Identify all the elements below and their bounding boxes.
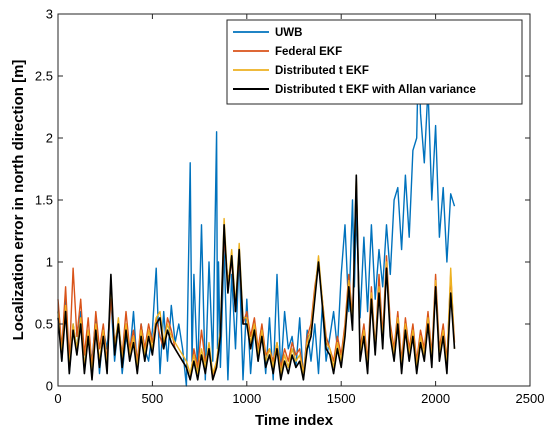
legend-entry-label: Federal EKF [275,46,342,58]
legend-box [226,19,523,105]
x-tick-label: 1500 [327,391,356,406]
x-tick-label: 500 [142,391,164,406]
legend-entry-label: Distributed t EKF with Allan variance [275,84,476,96]
legend-entry-label: Distributed t EKF [275,65,369,77]
legend: UWB Federal EKF Distributed t EKF Distribut… [226,19,523,105]
x-tick-label: 2000 [421,391,450,406]
y-tick-label: 3 [46,7,53,22]
y-tick-label: 0 [46,379,53,394]
ticks-layer: 0 500 1000 1500 2000 2500 0 0.5 1 1.5 2 2.5 3 [35,7,545,407]
x-tick-label: 0 [54,391,61,406]
y-tick-label: 1.5 [35,193,53,208]
series-layer [57,44,456,387]
y-tick-label: 0.5 [35,317,53,332]
legend-entry-label: UWB [275,27,302,39]
y-tick-label: 2 [46,131,53,146]
x-tick-label: 2500 [516,391,545,406]
series-line-4 [57,174,456,381]
y-tick-label: 1 [46,255,53,270]
x-axis-label: Time index [255,412,334,429]
y-axis-label: Localization error in north direction [m… [10,60,27,341]
y-tick-label: 2.5 [35,69,53,84]
x-tick-label: 1000 [232,391,261,406]
